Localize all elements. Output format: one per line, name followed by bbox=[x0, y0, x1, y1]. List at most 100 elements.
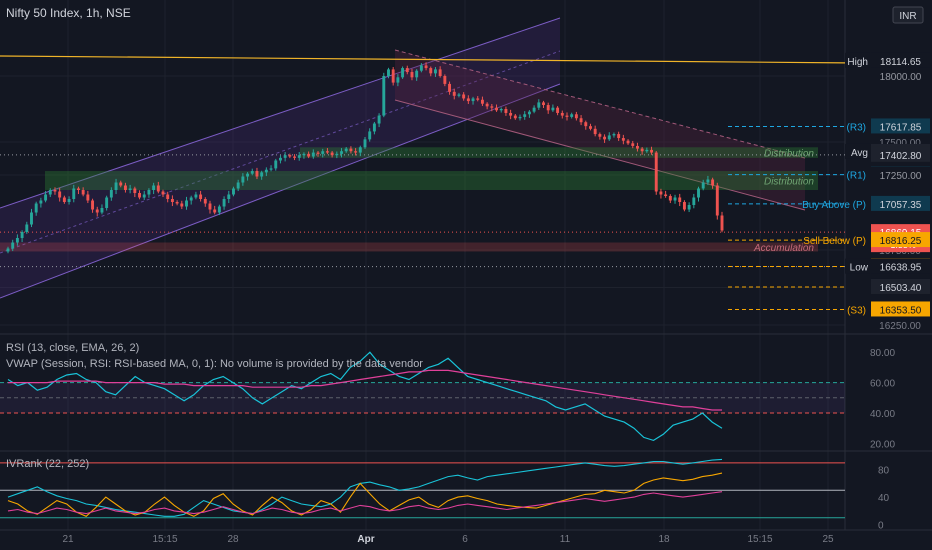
candle-body[interactable] bbox=[232, 188, 235, 195]
candle-body[interactable] bbox=[471, 98, 475, 102]
candle-body[interactable] bbox=[189, 197, 193, 201]
candle-body[interactable] bbox=[711, 179, 715, 186]
currency-button[interactable] bbox=[892, 6, 924, 24]
candle-body[interactable] bbox=[612, 134, 616, 136]
candle-body[interactable] bbox=[39, 200, 43, 204]
candle-body[interactable] bbox=[678, 197, 682, 203]
candle-body[interactable] bbox=[119, 182, 123, 186]
candle-body[interactable] bbox=[95, 209, 99, 213]
candle-body[interactable] bbox=[297, 155, 301, 158]
level-tag[interactable] bbox=[871, 278, 930, 294]
candle-body[interactable] bbox=[260, 172, 264, 177]
candle-body[interactable] bbox=[269, 168, 273, 170]
candle-body[interactable] bbox=[25, 224, 29, 233]
candle-body[interactable] bbox=[15, 238, 19, 243]
candle-body[interactable] bbox=[166, 194, 170, 200]
candle-body[interactable] bbox=[532, 107, 536, 112]
candle-body[interactable] bbox=[495, 107, 498, 111]
candle-body[interactable] bbox=[706, 179, 710, 183]
candle-body[interactable] bbox=[377, 115, 381, 124]
candle-body[interactable] bbox=[518, 116, 522, 119]
price-pane[interactable]: Distribution Distribution Accumulation bbox=[0, 17, 846, 310]
candle-body[interactable] bbox=[434, 69, 437, 74]
candle-body[interactable] bbox=[227, 194, 231, 200]
candle-body[interactable] bbox=[349, 148, 353, 152]
candle-body[interactable] bbox=[574, 114, 578, 119]
candle-body[interactable] bbox=[603, 136, 607, 140]
price-tick-tag[interactable] bbox=[871, 167, 930, 182]
pivot-resistance-tag[interactable] bbox=[871, 195, 930, 211]
candle-body[interactable] bbox=[462, 94, 466, 99]
candle-body[interactable] bbox=[123, 185, 127, 191]
candle-body[interactable] bbox=[720, 215, 724, 231]
candle-body[interactable] bbox=[246, 173, 250, 177]
candle-body[interactable] bbox=[607, 135, 611, 140]
candle-body[interactable] bbox=[321, 151, 325, 154]
candle-body[interactable] bbox=[701, 182, 705, 189]
pivot-support-tag[interactable] bbox=[871, 301, 930, 317]
pivot-support-tag[interactable] bbox=[871, 232, 930, 248]
candle-body[interactable] bbox=[180, 203, 184, 207]
candle-body[interactable] bbox=[631, 143, 635, 146]
candle-body[interactable] bbox=[372, 123, 376, 132]
candle-body[interactable] bbox=[635, 145, 639, 149]
candle-body[interactable] bbox=[546, 105, 550, 111]
candle-body[interactable] bbox=[593, 128, 597, 135]
candle-body[interactable] bbox=[551, 107, 555, 111]
level-tag[interactable] bbox=[871, 146, 930, 162]
candle-body[interactable] bbox=[213, 209, 217, 213]
candle-body[interactable] bbox=[77, 188, 80, 191]
candle-body[interactable] bbox=[274, 160, 278, 169]
candle-body[interactable] bbox=[185, 200, 188, 207]
candle-body[interactable] bbox=[664, 194, 668, 197]
candle-body[interactable] bbox=[382, 76, 386, 116]
candle-body[interactable] bbox=[20, 232, 24, 238]
candle-body[interactable] bbox=[48, 190, 52, 195]
candle-body[interactable] bbox=[307, 153, 311, 157]
candle-body[interactable] bbox=[391, 69, 395, 83]
candle-body[interactable] bbox=[325, 151, 329, 153]
candle-body[interactable] bbox=[358, 147, 362, 153]
candle-body[interactable] bbox=[443, 76, 447, 84]
candle-body[interactable] bbox=[114, 182, 118, 191]
candle-body[interactable] bbox=[363, 139, 367, 148]
candle-body[interactable] bbox=[387, 69, 390, 76]
candle-body[interactable] bbox=[452, 91, 456, 96]
candle-body[interactable] bbox=[311, 152, 315, 157]
candle-body[interactable] bbox=[152, 185, 156, 191]
candle-body[interactable] bbox=[396, 77, 400, 83]
candle-body[interactable] bbox=[138, 193, 141, 198]
candle-body[interactable] bbox=[556, 107, 560, 113]
candle-body[interactable] bbox=[626, 140, 630, 144]
candle-body[interactable] bbox=[523, 114, 527, 117]
candle-body[interactable] bbox=[509, 112, 513, 116]
candle-body[interactable] bbox=[429, 68, 433, 74]
candle-body[interactable] bbox=[687, 205, 691, 210]
price-tick-tag[interactable] bbox=[871, 68, 930, 83]
candle-body[interactable] bbox=[537, 102, 541, 108]
time-axis[interactable]: 21 15:15 28 Apr 6 11 18 15:15 25 bbox=[62, 534, 834, 545]
candle-body[interactable] bbox=[217, 206, 221, 213]
candle-body[interactable] bbox=[133, 188, 137, 194]
candle-body[interactable] bbox=[715, 185, 719, 216]
candle-body[interactable] bbox=[659, 191, 663, 195]
rsi-line[interactable] bbox=[7, 351, 723, 442]
candle-body[interactable] bbox=[241, 176, 245, 183]
candle-body[interactable] bbox=[579, 118, 583, 123]
candle-body[interactable] bbox=[401, 68, 405, 78]
candle-body[interactable] bbox=[354, 151, 358, 153]
candle-body[interactable] bbox=[650, 149, 653, 153]
candle-body[interactable] bbox=[316, 152, 320, 154]
candle-body[interactable] bbox=[410, 72, 414, 78]
candle-body[interactable] bbox=[485, 103, 489, 107]
candle-body[interactable] bbox=[175, 202, 179, 204]
candle-body[interactable] bbox=[438, 69, 442, 76]
candle-body[interactable] bbox=[504, 109, 508, 113]
candle-body[interactable] bbox=[668, 196, 672, 201]
candle-body[interactable] bbox=[194, 194, 198, 198]
candle-body[interactable] bbox=[283, 155, 287, 158]
candle-body[interactable] bbox=[415, 70, 419, 78]
candle-body[interactable] bbox=[457, 94, 461, 96]
ivrank-series-line[interactable] bbox=[7, 472, 723, 517]
candle-body[interactable] bbox=[105, 197, 109, 209]
